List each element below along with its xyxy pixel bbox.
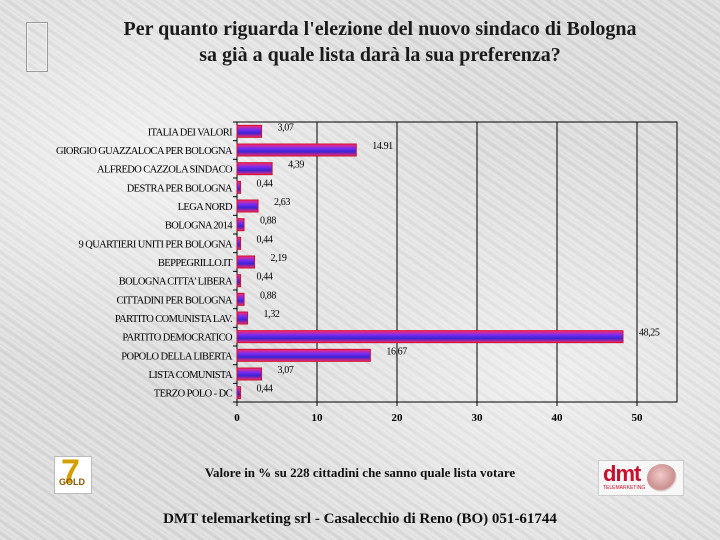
labels: 0 10 20 30 40 50 ITALIA DEI VALORI 3,07 GIORGIO … xyxy=(56,122,660,424)
bar xyxy=(236,311,249,325)
value-label: 48,25 xyxy=(639,328,660,339)
value-label: 0,88 xyxy=(260,290,276,301)
bar xyxy=(236,330,624,344)
bar xyxy=(236,162,273,176)
value-label: 2,19 xyxy=(271,253,287,264)
value-label: 16,67 xyxy=(386,346,407,357)
category-label: 9 QUARTIERI UNITI PER BOLOGNA xyxy=(79,239,233,250)
category-label: LEGA NORD xyxy=(178,202,233,213)
value-label: 3,07 xyxy=(278,122,294,133)
bar xyxy=(236,180,242,194)
x-tick-label: 10 xyxy=(312,412,324,424)
category-label: BEPPEGRILLO.IT xyxy=(158,258,233,269)
x-tick-label: 40 xyxy=(552,412,564,424)
bar xyxy=(236,274,242,288)
category-label: CITTADINI PER BOLOGNA xyxy=(117,295,233,306)
value-label: 0,88 xyxy=(260,216,276,227)
category-label: PARTITO COMUNISTA LAV. xyxy=(115,314,232,325)
title-line-2: sa già a quale lista darà la sua prefere… xyxy=(199,44,561,66)
bar xyxy=(236,386,242,400)
category-label: PARTITO DEMOCRATICO xyxy=(122,333,233,344)
value-label: 0,44 xyxy=(257,272,273,283)
bar xyxy=(236,143,357,157)
x-tick-label: 30 xyxy=(472,412,484,424)
category-label: GIORGIO GUAZZALOCA PER BOLOGNA xyxy=(56,146,233,157)
decorative-frame xyxy=(26,22,48,72)
category-label: ALFREDO CAZZOLA SINDACO xyxy=(97,165,233,176)
footer-credit: DMT telemarketing srl - Casalecchio di R… xyxy=(163,511,557,527)
value-label: 1,32 xyxy=(264,309,280,320)
category-label: DESTRA PER BOLOGNA xyxy=(127,183,233,194)
page-title: Per quanto riguarda l'elezione del nuovo… xyxy=(60,16,700,68)
bar xyxy=(236,199,259,213)
bar xyxy=(236,348,371,362)
bars xyxy=(236,124,624,400)
bar xyxy=(236,255,256,269)
bar xyxy=(236,124,263,138)
category-label: BOLOGNA 2014 xyxy=(165,221,234,232)
dmt-logo: dmt TELEMARKETING xyxy=(598,460,684,496)
bar xyxy=(236,218,245,232)
value-label: 14.91 xyxy=(372,141,393,152)
bar xyxy=(236,292,245,306)
bar xyxy=(236,236,242,250)
x-tick-label: 0 xyxy=(234,412,240,424)
gold-7-logo: 7 GOLD xyxy=(54,453,92,494)
x-tick-label: 50 xyxy=(632,412,644,424)
bar xyxy=(236,367,263,381)
value-label: 3,07 xyxy=(278,365,294,376)
value-label: 0,44 xyxy=(257,384,273,395)
category-label: POPOLO DELLA LIBERTA xyxy=(121,351,233,362)
value-label: 0,44 xyxy=(257,234,273,245)
category-label: ITALIA DEI VALORI xyxy=(148,127,233,138)
chart-footnote: Valore in % su 228 cittadini che sanno q… xyxy=(204,465,516,480)
x-tick-label: 20 xyxy=(392,412,404,424)
category-label: BOLOGNA CITTA' LIBERA xyxy=(119,277,233,288)
title-line-1: Per quanto riguarda l'elezione del nuovo… xyxy=(123,18,637,40)
value-label: 4,39 xyxy=(288,160,304,171)
category-label: LISTA COMUNISTA xyxy=(148,370,233,381)
value-label: 2,63 xyxy=(274,197,290,208)
value-label: 0,44 xyxy=(257,178,273,189)
category-label: TERZO POLO - DC xyxy=(154,389,233,400)
